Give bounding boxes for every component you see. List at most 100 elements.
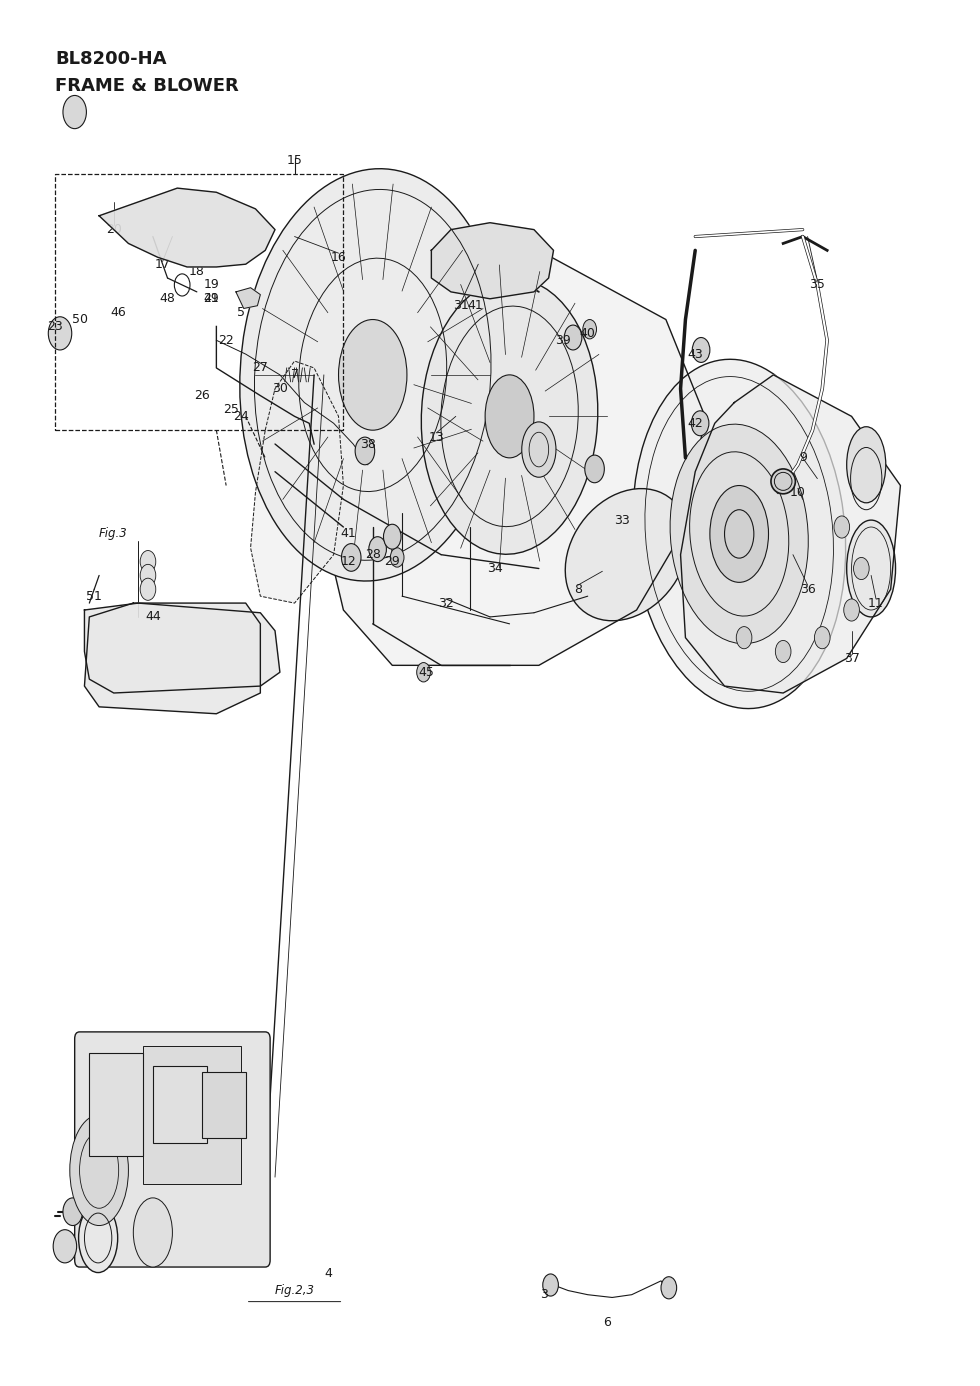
Bar bbox=[143, 1045, 241, 1184]
Circle shape bbox=[834, 516, 850, 538]
FancyBboxPatch shape bbox=[74, 1033, 270, 1267]
Text: 6: 6 bbox=[604, 1315, 612, 1329]
Text: 18: 18 bbox=[189, 265, 205, 277]
Text: 25: 25 bbox=[223, 403, 239, 416]
Text: 52: 52 bbox=[526, 445, 542, 457]
Text: Fig.3: Fig.3 bbox=[99, 528, 127, 541]
Circle shape bbox=[53, 1229, 76, 1263]
Circle shape bbox=[583, 320, 597, 340]
Circle shape bbox=[736, 626, 752, 649]
Circle shape bbox=[63, 1198, 82, 1225]
Bar bbox=[202, 1071, 246, 1138]
Text: 17: 17 bbox=[155, 258, 171, 270]
Bar bbox=[55, 175, 343, 430]
Text: 32: 32 bbox=[438, 596, 454, 610]
Circle shape bbox=[585, 455, 605, 482]
Ellipse shape bbox=[565, 489, 688, 621]
Text: 12: 12 bbox=[340, 556, 356, 568]
Polygon shape bbox=[680, 374, 901, 693]
Text: 36: 36 bbox=[800, 582, 815, 596]
Text: FRAME & BLOWER: FRAME & BLOWER bbox=[55, 78, 239, 96]
Ellipse shape bbox=[133, 1198, 172, 1267]
Polygon shape bbox=[251, 360, 343, 603]
Text: 24: 24 bbox=[233, 410, 249, 423]
Circle shape bbox=[140, 550, 156, 572]
Ellipse shape bbox=[70, 1114, 128, 1225]
Polygon shape bbox=[84, 603, 261, 714]
Text: 10: 10 bbox=[790, 486, 806, 499]
Circle shape bbox=[691, 410, 709, 435]
Circle shape bbox=[854, 557, 869, 579]
Ellipse shape bbox=[338, 320, 407, 430]
Text: 16: 16 bbox=[330, 251, 346, 263]
Text: 50: 50 bbox=[72, 313, 87, 326]
Text: 41: 41 bbox=[340, 528, 356, 541]
Polygon shape bbox=[84, 603, 280, 693]
Circle shape bbox=[416, 663, 430, 682]
Text: 27: 27 bbox=[253, 362, 269, 374]
Text: 8: 8 bbox=[574, 582, 582, 596]
Circle shape bbox=[775, 640, 791, 663]
Text: 41: 41 bbox=[467, 299, 483, 312]
Ellipse shape bbox=[521, 421, 556, 477]
Text: 22: 22 bbox=[219, 334, 234, 346]
Circle shape bbox=[662, 1277, 676, 1299]
Polygon shape bbox=[236, 288, 261, 309]
Text: 13: 13 bbox=[428, 431, 444, 444]
Text: 28: 28 bbox=[365, 549, 380, 561]
Text: 46: 46 bbox=[111, 306, 126, 319]
Polygon shape bbox=[99, 188, 275, 267]
Text: 9: 9 bbox=[799, 452, 807, 464]
Ellipse shape bbox=[847, 427, 886, 503]
Circle shape bbox=[390, 547, 404, 567]
Text: 3: 3 bbox=[71, 1206, 78, 1218]
Text: 33: 33 bbox=[614, 514, 630, 527]
Bar bbox=[89, 1052, 143, 1156]
Bar bbox=[153, 1066, 207, 1142]
Circle shape bbox=[48, 317, 72, 349]
Ellipse shape bbox=[240, 169, 506, 581]
Text: 23: 23 bbox=[47, 320, 63, 333]
Text: BL8200-HA: BL8200-HA bbox=[55, 50, 167, 68]
Text: 45: 45 bbox=[418, 665, 434, 679]
Ellipse shape bbox=[633, 359, 846, 708]
Text: 7: 7 bbox=[290, 369, 299, 381]
Circle shape bbox=[564, 326, 582, 349]
Circle shape bbox=[63, 96, 86, 129]
Text: 29: 29 bbox=[384, 556, 400, 568]
Text: 19: 19 bbox=[204, 279, 220, 291]
Text: 38: 38 bbox=[360, 438, 375, 450]
Circle shape bbox=[368, 536, 386, 561]
Ellipse shape bbox=[485, 374, 534, 457]
Text: 21: 21 bbox=[204, 292, 220, 305]
Text: 35: 35 bbox=[809, 279, 825, 291]
Ellipse shape bbox=[421, 279, 598, 554]
Text: 15: 15 bbox=[286, 154, 303, 166]
Circle shape bbox=[140, 578, 156, 600]
Circle shape bbox=[140, 564, 156, 586]
Text: 39: 39 bbox=[556, 334, 571, 346]
Text: 48: 48 bbox=[160, 292, 175, 305]
Text: 5: 5 bbox=[237, 306, 245, 319]
Text: 30: 30 bbox=[272, 383, 288, 395]
Text: 3: 3 bbox=[540, 1288, 548, 1301]
Text: 37: 37 bbox=[844, 651, 859, 665]
Ellipse shape bbox=[78, 1203, 118, 1272]
Circle shape bbox=[814, 626, 830, 649]
Ellipse shape bbox=[710, 485, 768, 582]
Ellipse shape bbox=[847, 520, 896, 617]
Text: 34: 34 bbox=[487, 561, 503, 575]
Text: 14: 14 bbox=[585, 466, 601, 478]
Text: 44: 44 bbox=[145, 610, 161, 624]
Ellipse shape bbox=[771, 468, 796, 493]
Text: 31: 31 bbox=[453, 299, 468, 312]
Text: 49: 49 bbox=[204, 292, 220, 305]
Text: 51: 51 bbox=[86, 589, 102, 603]
Circle shape bbox=[692, 338, 710, 362]
Ellipse shape bbox=[670, 424, 808, 643]
Circle shape bbox=[543, 1274, 559, 1296]
Circle shape bbox=[383, 524, 401, 549]
Circle shape bbox=[341, 543, 361, 571]
Text: 42: 42 bbox=[687, 417, 703, 430]
Text: 43: 43 bbox=[687, 348, 703, 360]
